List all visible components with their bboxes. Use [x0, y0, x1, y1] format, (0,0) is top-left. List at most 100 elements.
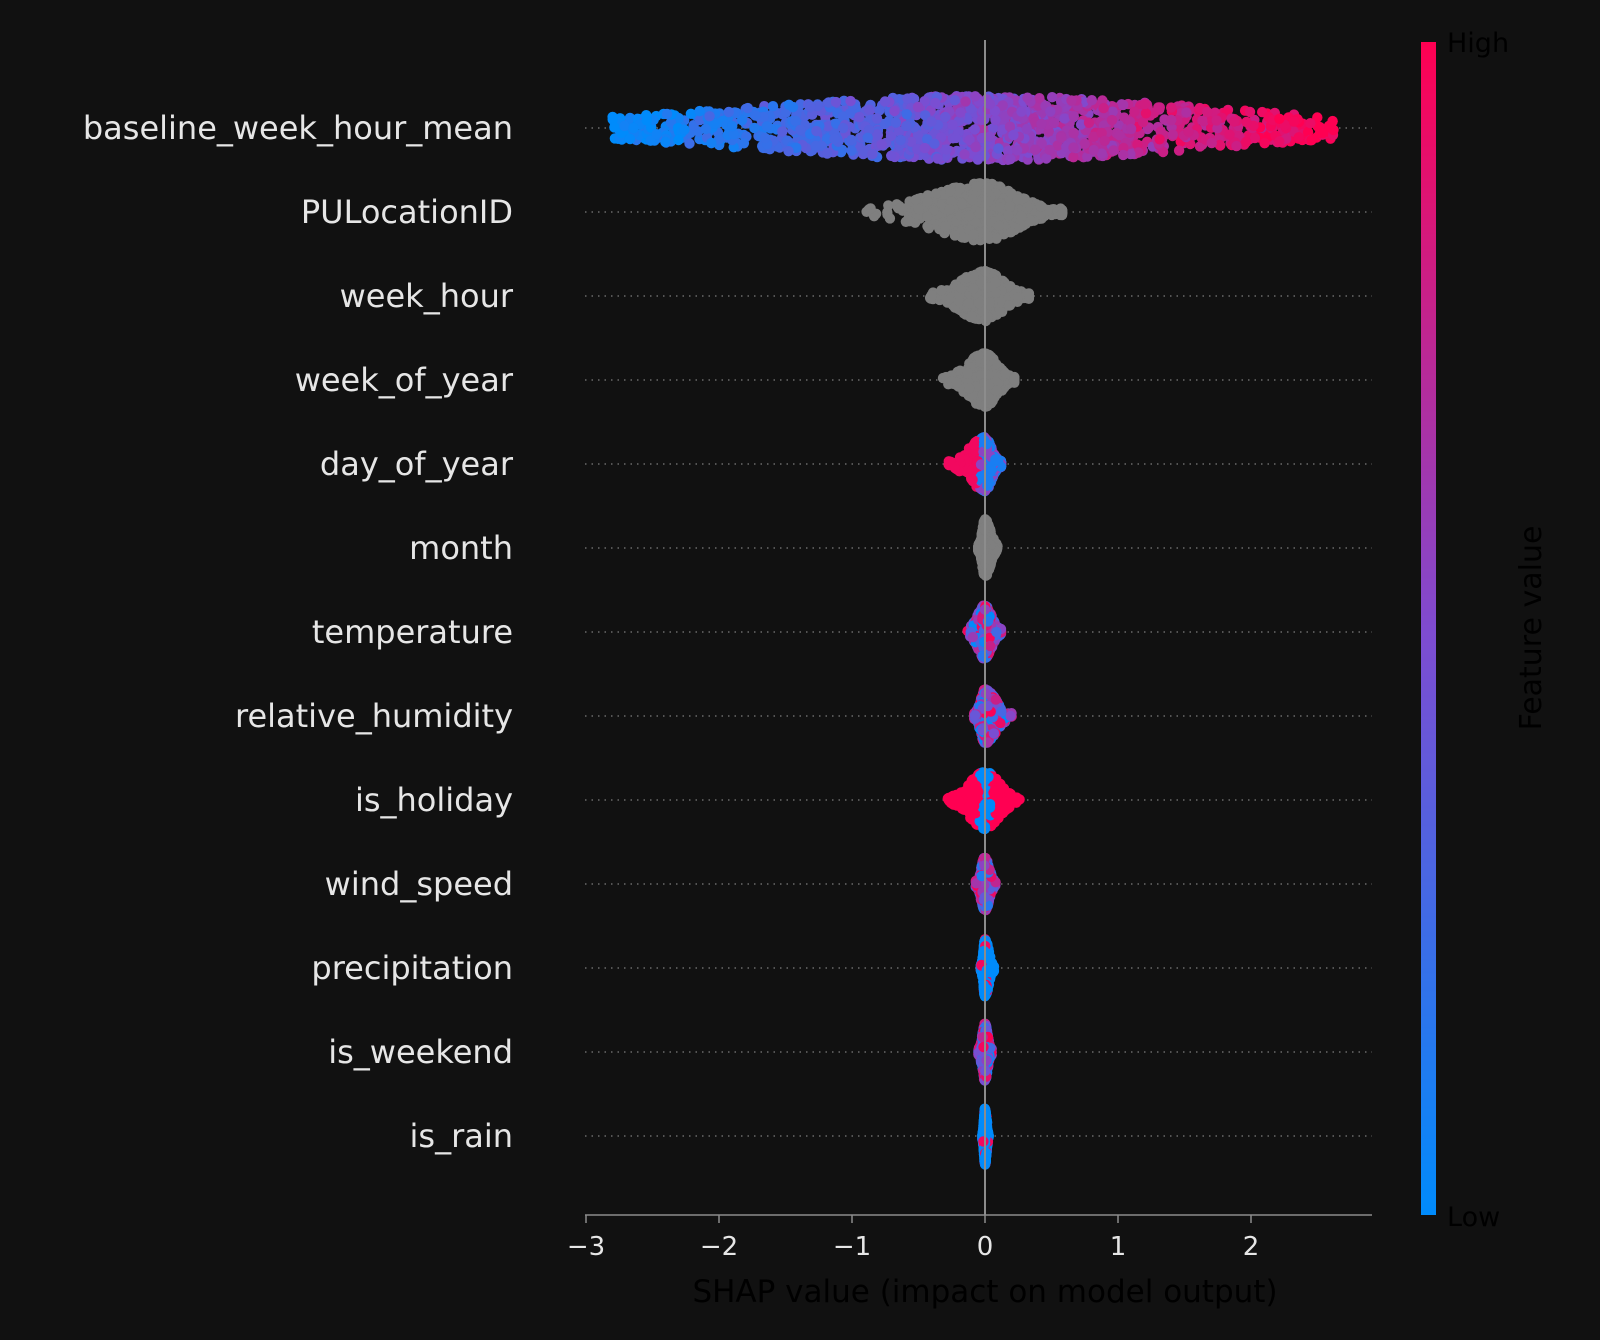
shap-point [859, 145, 870, 157]
shap-point [1214, 139, 1226, 151]
shap-point [969, 124, 980, 135]
shap-point [1212, 123, 1223, 134]
shap-point [930, 97, 941, 109]
shap-point [1166, 114, 1177, 126]
shap-point [1088, 144, 1099, 156]
shap-point [990, 287, 1001, 298]
shap-point [767, 101, 779, 112]
rows-layer: baseline_week_hour_meanPULocationIDweek_… [83, 109, 1372, 1155]
shap-point [1241, 116, 1252, 128]
shap-point [1166, 102, 1177, 113]
shap-point [777, 126, 788, 137]
shap-point [949, 95, 960, 106]
shap-point [882, 207, 893, 218]
dots-layer [607, 91, 1339, 1170]
shap-point [749, 122, 760, 134]
shap-point [1086, 95, 1098, 106]
shap-point [1046, 92, 1058, 103]
shap-point [1096, 127, 1107, 139]
shap-point [1003, 300, 1015, 311]
shap-point [950, 132, 962, 144]
shap-point [685, 108, 697, 120]
shap-point [1003, 210, 1014, 221]
shap-point [1009, 374, 1020, 385]
shap-point [862, 132, 873, 143]
shap-point [829, 133, 840, 145]
shap-point [1023, 288, 1035, 299]
shap-point [984, 131, 995, 142]
shap-point [963, 210, 975, 221]
shap-point [628, 122, 639, 134]
shap-point [1035, 209, 1047, 220]
shap-point [760, 132, 771, 144]
shap-point [926, 290, 938, 301]
shap-point [723, 106, 734, 118]
shap-point [945, 185, 956, 197]
shap-point [990, 114, 1001, 126]
shap-point [738, 138, 750, 149]
shap-point [1312, 112, 1323, 123]
shap-point [1022, 92, 1033, 103]
shap-point [1274, 113, 1285, 125]
shap-point [665, 117, 677, 128]
shap-point [619, 120, 630, 132]
shap-point [1231, 140, 1242, 152]
shap-point [902, 93, 913, 104]
shap-point [1068, 127, 1079, 139]
shap-point [805, 101, 816, 113]
shap-point [955, 107, 966, 118]
beeswarm-week-of-year [937, 348, 1020, 412]
shap-point [961, 272, 972, 284]
shap-point [929, 138, 940, 149]
feature-label-wind-speed: wind_speed [325, 865, 513, 903]
shap-point [983, 196, 994, 207]
shap-point [1015, 210, 1027, 222]
shap-point [1154, 134, 1165, 145]
shap-point [645, 135, 656, 146]
shap-point [1012, 145, 1023, 156]
shap-point [761, 121, 772, 132]
shap-point [823, 97, 834, 108]
shap-point [1041, 153, 1052, 164]
shap-point [750, 110, 761, 121]
shap-point [1249, 132, 1261, 144]
shap-point [624, 133, 636, 145]
shap-point [1114, 130, 1125, 141]
shap-point [1000, 368, 1011, 379]
shap-point [787, 101, 799, 113]
shap-point [960, 96, 971, 107]
shap-point [913, 203, 924, 215]
feature-label-is-holiday: is_holiday [355, 781, 513, 819]
shap-point [981, 438, 993, 450]
shap-point [861, 206, 872, 217]
shap-point [919, 142, 930, 154]
shap-point [854, 111, 865, 123]
shap-point [970, 181, 982, 192]
shap-point [1244, 106, 1256, 118]
shap-point [758, 111, 769, 123]
shap-point [901, 120, 912, 132]
shap-point [1302, 126, 1314, 138]
shap-point [1006, 188, 1017, 199]
shap-point [970, 91, 981, 102]
shap-point [940, 221, 951, 232]
shap-point [990, 277, 1001, 288]
shap-point [876, 139, 887, 150]
shap-point [1132, 139, 1143, 150]
feature-label-week-hour: week_hour [340, 277, 514, 315]
shap-point [1305, 118, 1316, 129]
shap-point [1052, 140, 1063, 151]
beeswarm-relative-humidity [969, 684, 1017, 748]
shap-point [1083, 117, 1095, 128]
shap-point [700, 123, 711, 135]
shap-point [1202, 106, 1213, 118]
shap-point [1075, 119, 1087, 130]
shap-point [783, 146, 794, 157]
shap-point [1224, 129, 1235, 140]
shap-point [926, 116, 937, 127]
shap-point [949, 230, 961, 241]
shap-point [895, 134, 906, 146]
shap-point [930, 188, 942, 199]
shap-point [660, 136, 671, 148]
